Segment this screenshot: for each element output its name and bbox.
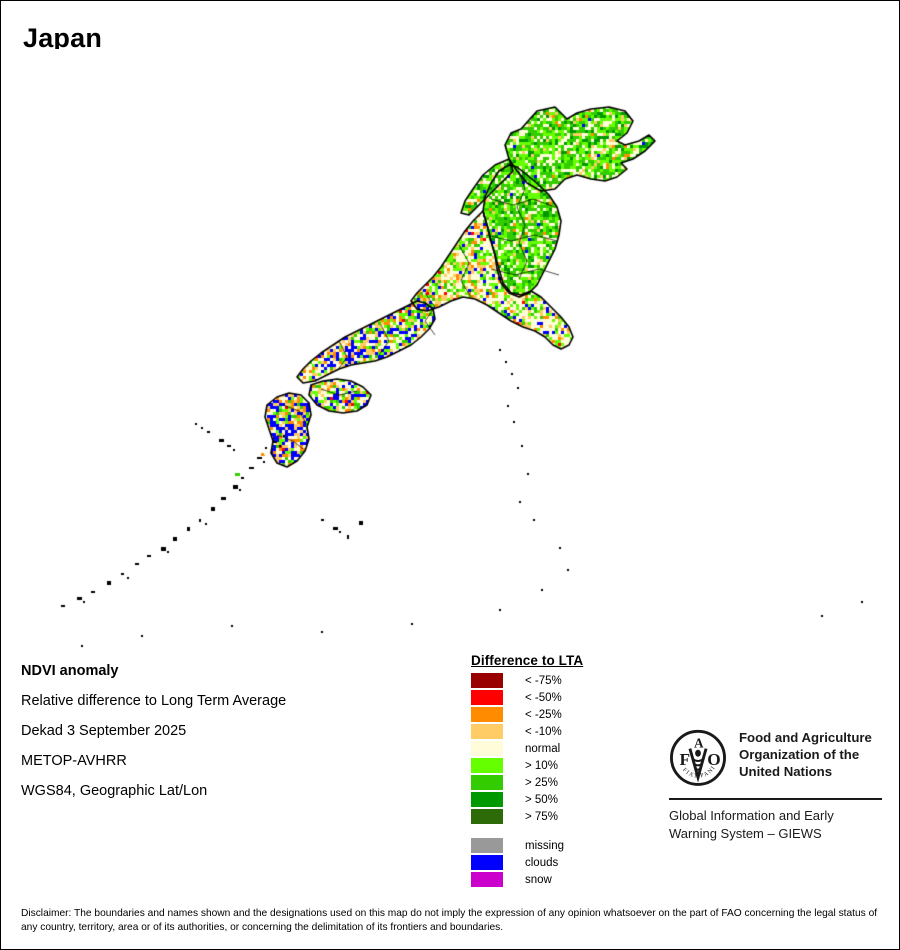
legend-class-swatch — [471, 809, 503, 824]
legend-class-swatch — [471, 792, 503, 807]
fao-programme-name-line-0: Global Information and Early — [669, 808, 834, 823]
legend-class-label: > 10% — [525, 759, 558, 772]
fao-programme-name-line-1: Warning System – GIEWS — [669, 826, 822, 841]
legend-class-row[interactable]: < -25% — [471, 706, 651, 723]
metadata-line-sensor: METOP-AVHRR — [21, 753, 127, 769]
legend-special-row[interactable]: clouds — [471, 854, 651, 871]
fao-branding: F A O FIAT PANIS Food and Agriculture Org… — [667, 725, 884, 843]
legend-class-label: < -10% — [525, 725, 562, 738]
legend-special-swatch — [471, 855, 503, 870]
legend-class-row[interactable]: < -50% — [471, 689, 651, 706]
legend-spacer — [471, 825, 651, 837]
legend-class-label: < -25% — [525, 708, 562, 721]
legend-special-row[interactable]: missing — [471, 837, 651, 854]
legend-special-label: missing — [525, 839, 564, 852]
legend-special-list: missing clouds snow — [471, 837, 651, 888]
svg-text:O: O — [707, 750, 720, 769]
metadata-line-product: NDVI anomaly — [21, 663, 119, 679]
legend-special-label: clouds — [525, 856, 559, 869]
legend-class-label: > 25% — [525, 776, 558, 789]
map-metadata: NDVI anomaly Relative difference to Long… — [21, 656, 441, 806]
svg-text:A: A — [694, 735, 704, 750]
legend-class-list: < -75% < -50% < -25% < -10% normal > 10% > 25%… — [471, 672, 651, 825]
legend-special-row[interactable]: snow — [471, 871, 651, 888]
legend-title: Difference to LTA — [471, 653, 584, 668]
metadata-line-period: Dekad 3 September 2025 — [21, 723, 187, 739]
legend-special-swatch — [471, 872, 503, 887]
legend-class-row[interactable]: > 25% — [471, 774, 651, 791]
fao-organization-name-line-0: Food and Agriculture — [739, 730, 872, 745]
legend-class-row[interactable]: > 10% — [471, 757, 651, 774]
page-title: Japan — [23, 23, 103, 53]
disclaimer-text: Disclaimer: The boundaries and names sho… — [21, 908, 878, 933]
legend-class-swatch — [471, 673, 503, 688]
fao-organization-name: Food and Agriculture Organization of the U… — [739, 729, 872, 780]
legend-class-row[interactable]: < -75% — [471, 672, 651, 689]
legend-class-label: < -75% — [525, 674, 562, 687]
fao-logo-icon: F A O FIAT PANIS — [667, 725, 727, 789]
metadata-line-description: Relative difference to Long Term Average — [21, 693, 287, 709]
fao-organization-name-line-2: United Nations — [739, 764, 833, 779]
fao-organization-name-line-1: Organization of the — [739, 747, 860, 762]
legend-class-label: > 75% — [525, 810, 558, 823]
legend-class-swatch — [471, 775, 503, 790]
legend-class-swatch — [471, 741, 503, 756]
ndvi-anomaly-map[interactable] — [21, 49, 881, 649]
legend-class-row[interactable]: > 50% — [471, 791, 651, 808]
legend-class-row[interactable]: > 75% — [471, 808, 651, 825]
legend-class-label: normal — [525, 742, 561, 755]
map-area[interactable] — [21, 49, 881, 649]
svg-text:F: F — [680, 750, 691, 769]
legend-class-label: > 50% — [525, 793, 558, 806]
fao-programme-name: Global Information and Early Warning Syst… — [669, 807, 884, 843]
legend-class-swatch — [471, 690, 503, 705]
legend-class-swatch — [471, 707, 503, 722]
legend: Difference to LTA < -75% < -50% < -25% < -1… — [471, 653, 651, 888]
legend-class-swatch — [471, 724, 503, 739]
legend-class-label: < -50% — [525, 691, 562, 704]
fao-divider — [669, 798, 882, 800]
legend-class-row[interactable]: normal — [471, 740, 651, 757]
legend-special-swatch — [471, 838, 503, 853]
legend-class-swatch — [471, 758, 503, 773]
metadata-line-projection: WGS84, Geographic Lat/Lon — [21, 783, 208, 799]
legend-class-row[interactable]: < -10% — [471, 723, 651, 740]
legend-special-label: snow — [525, 873, 552, 886]
